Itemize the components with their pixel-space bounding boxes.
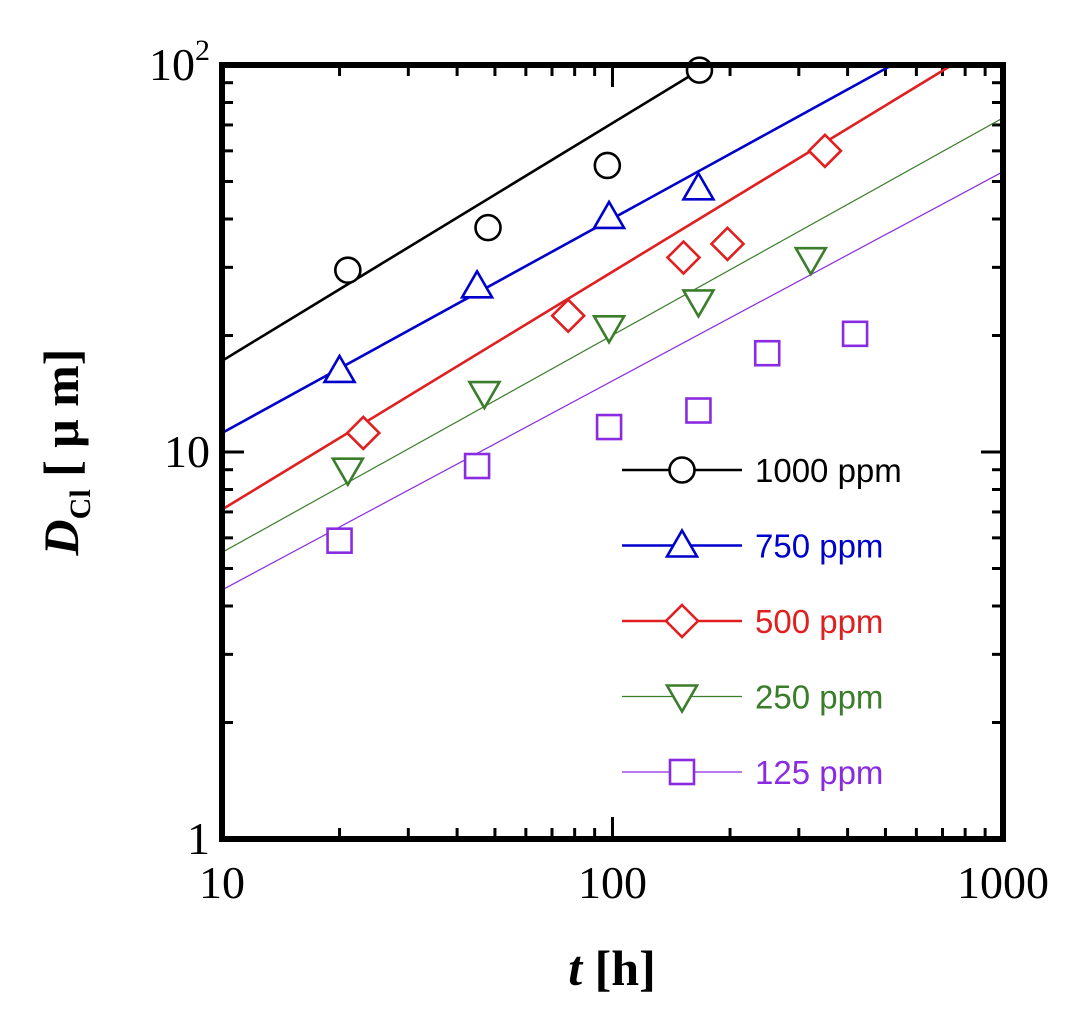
legend-label: 125 ppm [755,754,883,791]
legend-label: 1000 ppm [755,452,902,489]
legend-item-750-ppm: 750 ppm [622,528,883,565]
legend-label: 250 ppm [755,679,883,716]
data-point-250-ppm [467,380,502,411]
y-axis-subscript: Cl [64,489,97,519]
y-tick-label: 10 [164,426,210,477]
y-tick-label: 1 [187,813,210,864]
data-point-125-ppm [595,413,623,441]
data-point-250-ppm [591,315,627,345]
fit-line-1000-ppm [222,69,701,362]
x-tick-label: 10 [199,857,245,908]
data-point-125-ppm [685,397,712,424]
data-point-750-ppm [459,268,495,299]
legend-item-1000-ppm: 1000 ppm [622,452,902,489]
y-axis-unit: [ μ m] [33,349,89,490]
data-point-500-ppm [345,415,382,451]
data-point-250-ppm [793,246,829,277]
data-point-750-ppm [681,170,716,201]
legend-label: 500 ppm [755,603,883,640]
y-axis-title: DCl [ μ m] [33,349,97,557]
legend-item-500-ppm: 500 ppm [622,603,883,640]
legend-marker [668,758,696,786]
legend-marker [668,456,696,484]
data-point-1000-ppm [474,213,502,242]
legend-marker [664,603,700,639]
data-point-750-ppm [322,353,357,384]
legend-label: 750 ppm [755,528,883,565]
data-point-125-ppm [463,452,491,480]
fit-line-750-ppm [222,65,893,435]
legend: 1000 ppm 750 ppm 500 ppm 250 ppm 125 ppm [622,452,902,791]
data-point-125-ppm [326,527,353,554]
data-point-500-ppm [807,133,843,169]
y-top-tick-exponent: 2 [195,34,210,67]
data-point-250-ppm [330,457,366,488]
legend-marker [664,684,700,715]
legend-item-250-ppm: 250 ppm [622,679,883,716]
x-tick-label: 100 [578,857,647,908]
data-point-500-ppm [709,226,746,262]
fit-line-125-ppm [222,171,1003,591]
data-point-500-ppm [665,239,702,276]
data-point-125-ppm [753,339,781,367]
y-axis-variable: D [33,519,89,556]
x-axis-unit: [h] [582,940,656,996]
data-point-125-ppm [841,320,869,348]
plot-frame [219,62,1006,842]
x-tick-label: 1000 [957,857,1049,908]
legend-marker [664,527,700,558]
data-point-1000-ppm [685,56,714,84]
legend-item-125-ppm: 125 ppm [622,754,883,791]
x-axis-variable: t [568,940,584,996]
x-axis-title: t [h] [568,940,656,996]
data-point-1000-ppm [334,256,362,284]
data-point-500-ppm [550,297,587,334]
fit-line-500-ppm [222,65,953,511]
y-top-tick-label: 102 [149,34,210,90]
series-markers [322,56,869,554]
data-point-750-ppm [591,199,627,230]
data-point-1000-ppm [593,151,622,180]
data-point-250-ppm [681,289,716,319]
